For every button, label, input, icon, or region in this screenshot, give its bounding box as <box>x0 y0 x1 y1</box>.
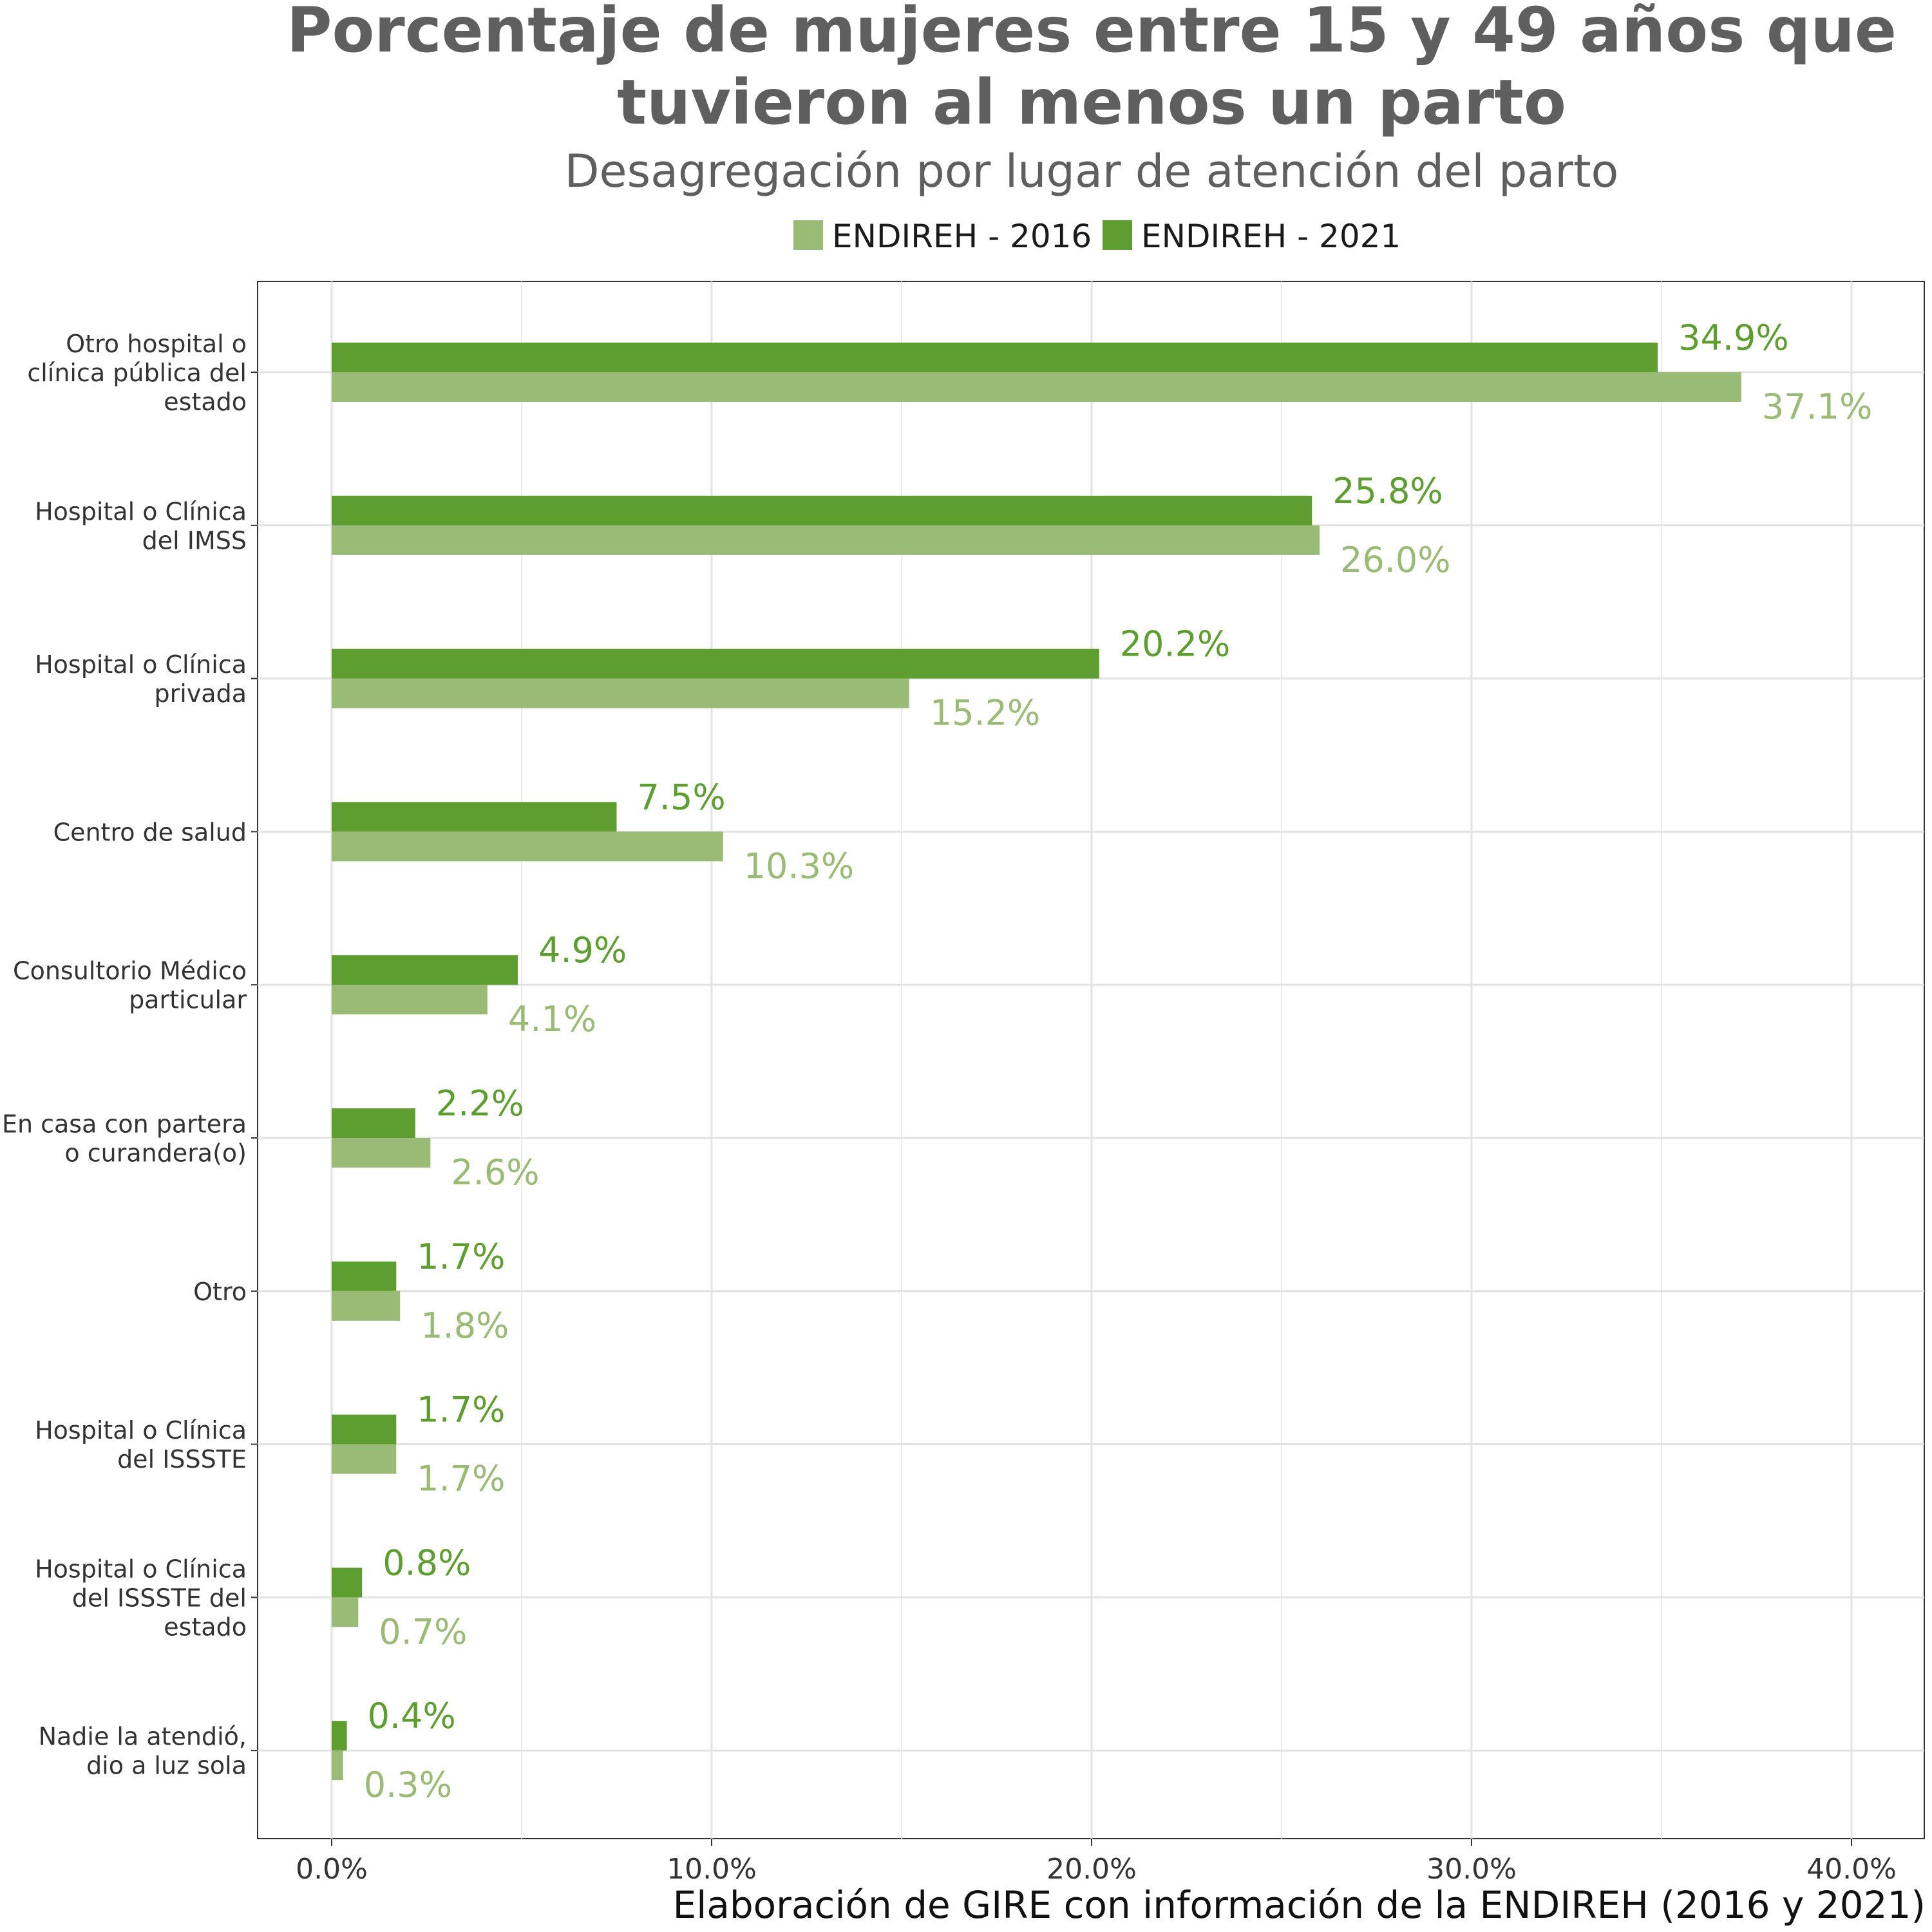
category-label-line: Otro hospital o <box>66 330 247 358</box>
category-label-line: clínica pública del <box>27 359 247 387</box>
category-label: Otro <box>193 1278 247 1306</box>
legend-swatch <box>1103 220 1132 250</box>
bar-2016 <box>332 831 723 862</box>
category-label-line: Hospital o Clínica <box>35 1416 247 1444</box>
bar-2021 <box>332 495 1312 526</box>
chart-subtitle: Desagregación por lugar de atención del … <box>565 145 1619 198</box>
category-label: Centro de salud <box>53 818 247 846</box>
category-label: Nadie la atendió, dio a luz sola <box>39 1723 247 1780</box>
category-label-line: particular <box>129 986 247 1014</box>
bar-2021 <box>332 1414 397 1444</box>
bar-2016 <box>332 525 1320 555</box>
chart-title: Porcentaje de mujeres entre 15 y 49 años… <box>287 0 1897 138</box>
data-label-2016: 0.7% <box>379 1611 467 1652</box>
x-tick-label: 0.0% <box>296 1853 368 1886</box>
bar-2016 <box>332 1138 431 1168</box>
bar-2021 <box>332 1567 363 1598</box>
category-label-line: Nadie la atendió, <box>39 1723 247 1751</box>
category-label-line: estado <box>164 388 247 416</box>
title-line: Porcentaje de mujeres entre 15 y 49 años… <box>287 0 1897 66</box>
category-label: Hospital o Clínica del ISSSTE <box>35 1416 247 1473</box>
category-label-line: privada <box>155 679 247 708</box>
category-label-line: Hospital o Clínica <box>35 497 247 526</box>
data-label-2016: 37.1% <box>1762 386 1873 427</box>
bar-2021 <box>332 1261 397 1291</box>
bar-2016 <box>332 372 1741 402</box>
data-label-2016: 10.3% <box>744 846 855 886</box>
category-label-line: Hospital o Clínica <box>35 650 247 679</box>
category-label: Hospital o Clínica del IMSS <box>35 497 247 554</box>
data-label-2021: 34.9% <box>1678 317 1789 358</box>
x-tick-label: 10.0% <box>667 1853 757 1886</box>
data-label-2021: 2.2% <box>436 1083 524 1124</box>
bar-2016 <box>332 1444 397 1474</box>
category-label-line: del ISSSTE <box>117 1445 247 1473</box>
data-label-2021: 20.2% <box>1120 624 1231 665</box>
data-label-2021: 1.7% <box>417 1390 505 1430</box>
bar-2021 <box>332 649 1099 679</box>
category-label: Consultorio Médico particular <box>13 957 247 1014</box>
bar-2021 <box>332 802 617 832</box>
category-label: Hospital o Clínica privada <box>35 650 247 708</box>
chart-caption: Elaboración de GIRE con información de l… <box>673 1883 1926 1927</box>
category-label: En casa con partera o curandera(o) <box>2 1110 247 1168</box>
y-axis: Otro hospital o clínica pública del estado… <box>2 330 258 1780</box>
data-label-2021: 7.5% <box>638 777 726 817</box>
category-label-line: Consultorio Médico <box>13 957 247 985</box>
bar-2021 <box>332 955 518 985</box>
category-label-line: Centro de salud <box>53 818 247 846</box>
data-label-2016: 2.6% <box>451 1152 539 1193</box>
category-label-line: En casa con partera <box>2 1110 247 1139</box>
x-tick-label: 40.0% <box>1806 1853 1897 1886</box>
bar-2016 <box>332 678 909 708</box>
data-label-2016: 4.1% <box>508 999 596 1039</box>
bar-2016 <box>332 1291 401 1321</box>
title-line: tuvieron al menos un parto <box>617 66 1566 138</box>
bar-2021 <box>332 1721 347 1751</box>
data-label-2016: 26.0% <box>1340 540 1451 580</box>
data-label-2021: 0.4% <box>368 1696 456 1736</box>
data-label-2021: 4.9% <box>538 930 627 971</box>
data-label-2016: 1.7% <box>417 1459 505 1499</box>
category-label-line: dio a luz sola <box>86 1752 247 1780</box>
category-label-line: Hospital o Clínica <box>35 1555 247 1583</box>
bar-2016 <box>332 1597 359 1627</box>
x-axis: 0.0% 10.0% 20.0% 30.0% 40.0% <box>296 1839 1897 1886</box>
category-label-line: o curandera(o) <box>64 1139 247 1168</box>
data-label-2021: 1.7% <box>417 1236 505 1277</box>
legend-label: ENDIREH - 2021 <box>1141 218 1401 255</box>
data-label-2016: 0.3% <box>364 1765 452 1805</box>
category-label-line: del ISSSTE del <box>72 1584 247 1612</box>
bar-2021 <box>332 343 1658 372</box>
x-tick-label: 30.0% <box>1426 1853 1517 1886</box>
bars <box>332 343 1741 1781</box>
category-label: Hospital o Clínica del ISSSTE del estado <box>35 1555 247 1641</box>
bar-2016 <box>332 985 488 1015</box>
legend-swatch <box>793 220 823 250</box>
data-label-2021: 25.8% <box>1332 471 1443 511</box>
bar-2021 <box>332 1108 415 1138</box>
legend-label: ENDIREH - 2016 <box>832 218 1092 255</box>
category-label-line: del IMSS <box>142 526 247 554</box>
value-labels: 34.9% 37.1% 25.8% 26.0% 20.2% 15.2% 7.5% 10.3% 4… <box>364 317 1873 1805</box>
category-label-line: estado <box>164 1613 247 1641</box>
data-label-2016: 15.2% <box>930 693 1041 734</box>
legend: ENDIREH - 2016 ENDIREH - 2021 <box>793 218 1401 255</box>
data-label-2016: 1.8% <box>421 1305 509 1346</box>
category-label: Otro hospital o clínica pública del estado <box>27 330 247 416</box>
category-label-line: Otro <box>193 1278 247 1306</box>
bar-2016 <box>332 1750 343 1781</box>
x-tick-label: 20.0% <box>1046 1853 1137 1886</box>
data-label-2021: 0.8% <box>383 1542 471 1583</box>
